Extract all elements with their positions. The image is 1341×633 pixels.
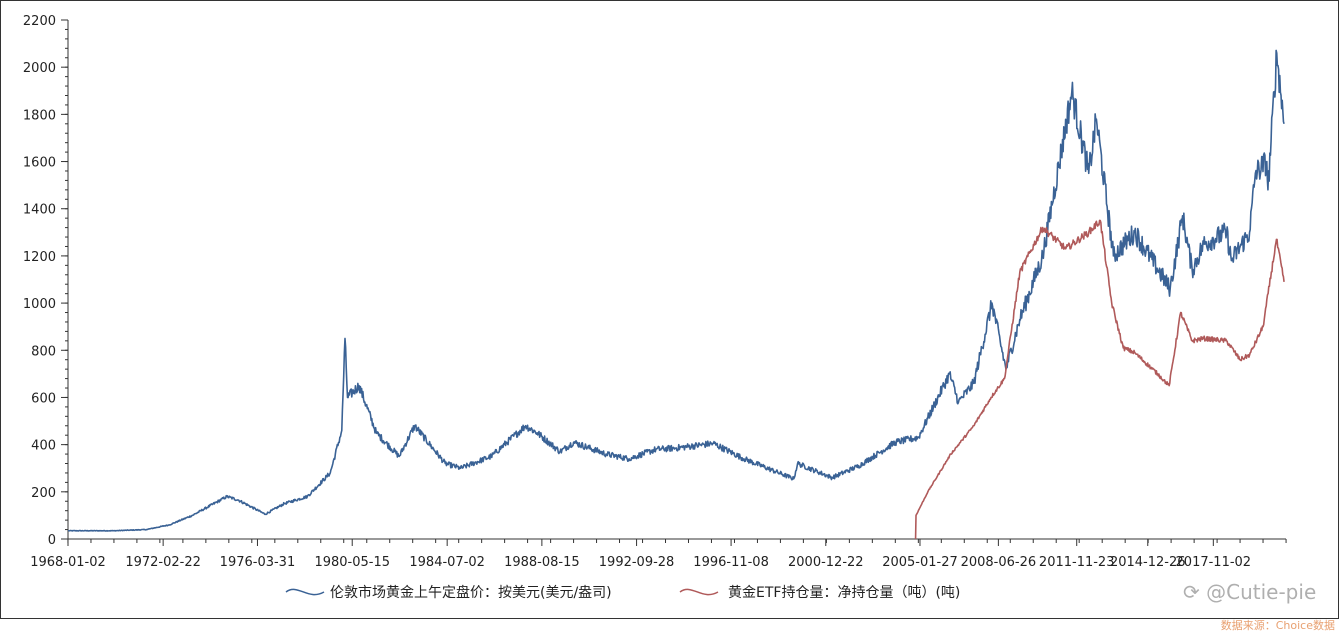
x-axis: 1968-01-02 1972-02-22 1976-03-31 1980-05-15… (30, 538, 1287, 570)
x-tick-label: 2005-01-27 (882, 555, 958, 570)
y-tick-label: 2000 (23, 61, 56, 76)
legend-label-1: 伦敦市场黄金上午定盘价：按美元(美元/盎司) (330, 584, 612, 601)
series-layer (67, 49, 1285, 540)
x-tick-label: 2008-06-26 (961, 555, 1037, 570)
x-tick-label: 1976-03-31 (220, 555, 296, 570)
y-tick-label: 1000 (23, 297, 56, 312)
y-axis: 0 200 400 600 800 1000 1200 1400 1600 1800 2000 220… (23, 14, 69, 548)
x-tick-label: 2011-11-23 (1039, 555, 1115, 570)
watermark-text: Cutie-pie (1226, 580, 1317, 604)
y-tick-label: 1200 (23, 250, 56, 265)
x-tick-label: 2000-12-22 (788, 555, 864, 570)
y-tick-label: 1800 (23, 108, 56, 123)
y-tick-label: 0 (48, 533, 56, 548)
x-tick-label: 1980-05-15 (314, 555, 390, 570)
x-tick-label: 1972-02-22 (125, 555, 201, 570)
legend-swatch-2 (679, 588, 719, 596)
x-tick-label: 1996-11-08 (693, 555, 769, 570)
y-tick-label: 1600 (23, 156, 56, 171)
series-line-2 (914, 219, 1285, 540)
legend-label-2: 黄金ETF持仓量：净持仓量（吨）(吨) (728, 584, 960, 601)
x-tick-label: 1992-09-28 (599, 555, 675, 570)
y-tick-label: 600 (31, 391, 56, 406)
y-tick-label: 1400 (23, 203, 56, 218)
series-line-1 (67, 49, 1285, 532)
x-tick-label: 1968-01-02 (30, 555, 106, 570)
watermark-icon: ⟳ (1183, 580, 1200, 604)
x-tick-label: 2017-11-02 (1176, 555, 1252, 570)
chart-frame (0, 0, 1339, 619)
y-tick-label: 2200 (23, 14, 56, 29)
y-tick-label: 400 (31, 439, 56, 454)
x-tick-label: 1988-08-15 (504, 555, 580, 570)
legend-swatch-1 (285, 588, 325, 596)
y-tick-label: 800 (31, 344, 56, 359)
y-tick-label: 200 (31, 486, 56, 501)
x-tick-label: 1984-07-02 (409, 555, 485, 570)
x-tick-label: 2014-12-26 (1110, 555, 1186, 570)
source-note: 数据来源：Choice数据 (1220, 619, 1335, 632)
legend: 伦敦市场黄金上午定盘价：按美元(美元/盎司) 黄金ETF持仓量：净持仓量（吨）(吨… (285, 584, 960, 601)
watermark: ⟳ @Cutie-pie (1183, 580, 1317, 604)
